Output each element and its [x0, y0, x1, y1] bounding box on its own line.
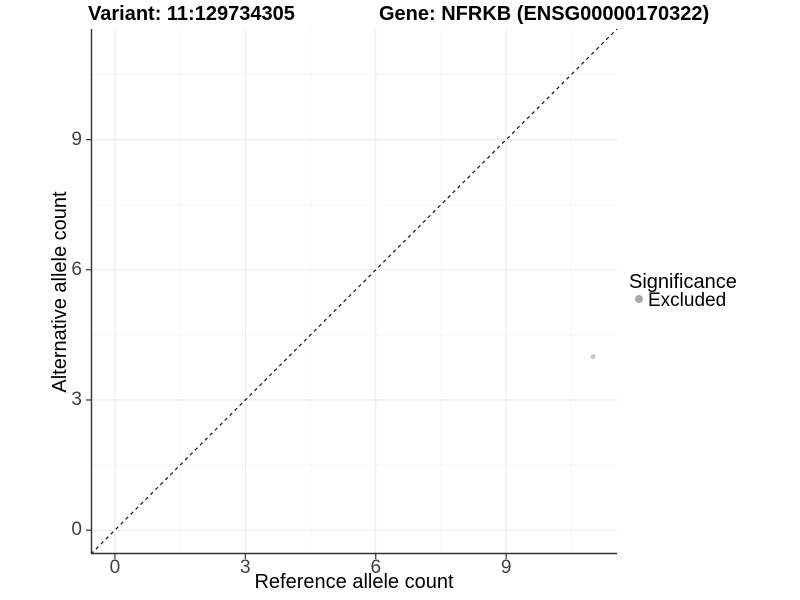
variant-title: Variant: 11:129734305 — [88, 3, 295, 25]
x-tick-label: 0 — [109, 557, 121, 578]
gene-title: Gene: NFRKB (ENSG00000170322) — [379, 3, 710, 25]
x-axis-title: Reference allele count — [254, 571, 454, 593]
legend-title: Significance — [629, 271, 737, 293]
legend-key-dot-icon — [635, 295, 643, 303]
identity-line — [90, 28, 618, 555]
x-tick-label: 9 — [500, 557, 512, 578]
y-tick-label: 0 — [71, 519, 82, 541]
legend-item-excluded: Excluded — [648, 290, 727, 311]
x-tick-label: 3 — [240, 557, 251, 578]
plot-panel — [86, 28, 618, 559]
x-tick-label: 6 — [370, 557, 382, 578]
y-tick-label: 9 — [71, 128, 82, 150]
data-point-excluded — [590, 354, 596, 359]
y-tick-label: 3 — [71, 388, 82, 410]
y-tick-label: 6 — [71, 258, 82, 280]
y-axis-title: Alternative allele count — [49, 191, 71, 393]
